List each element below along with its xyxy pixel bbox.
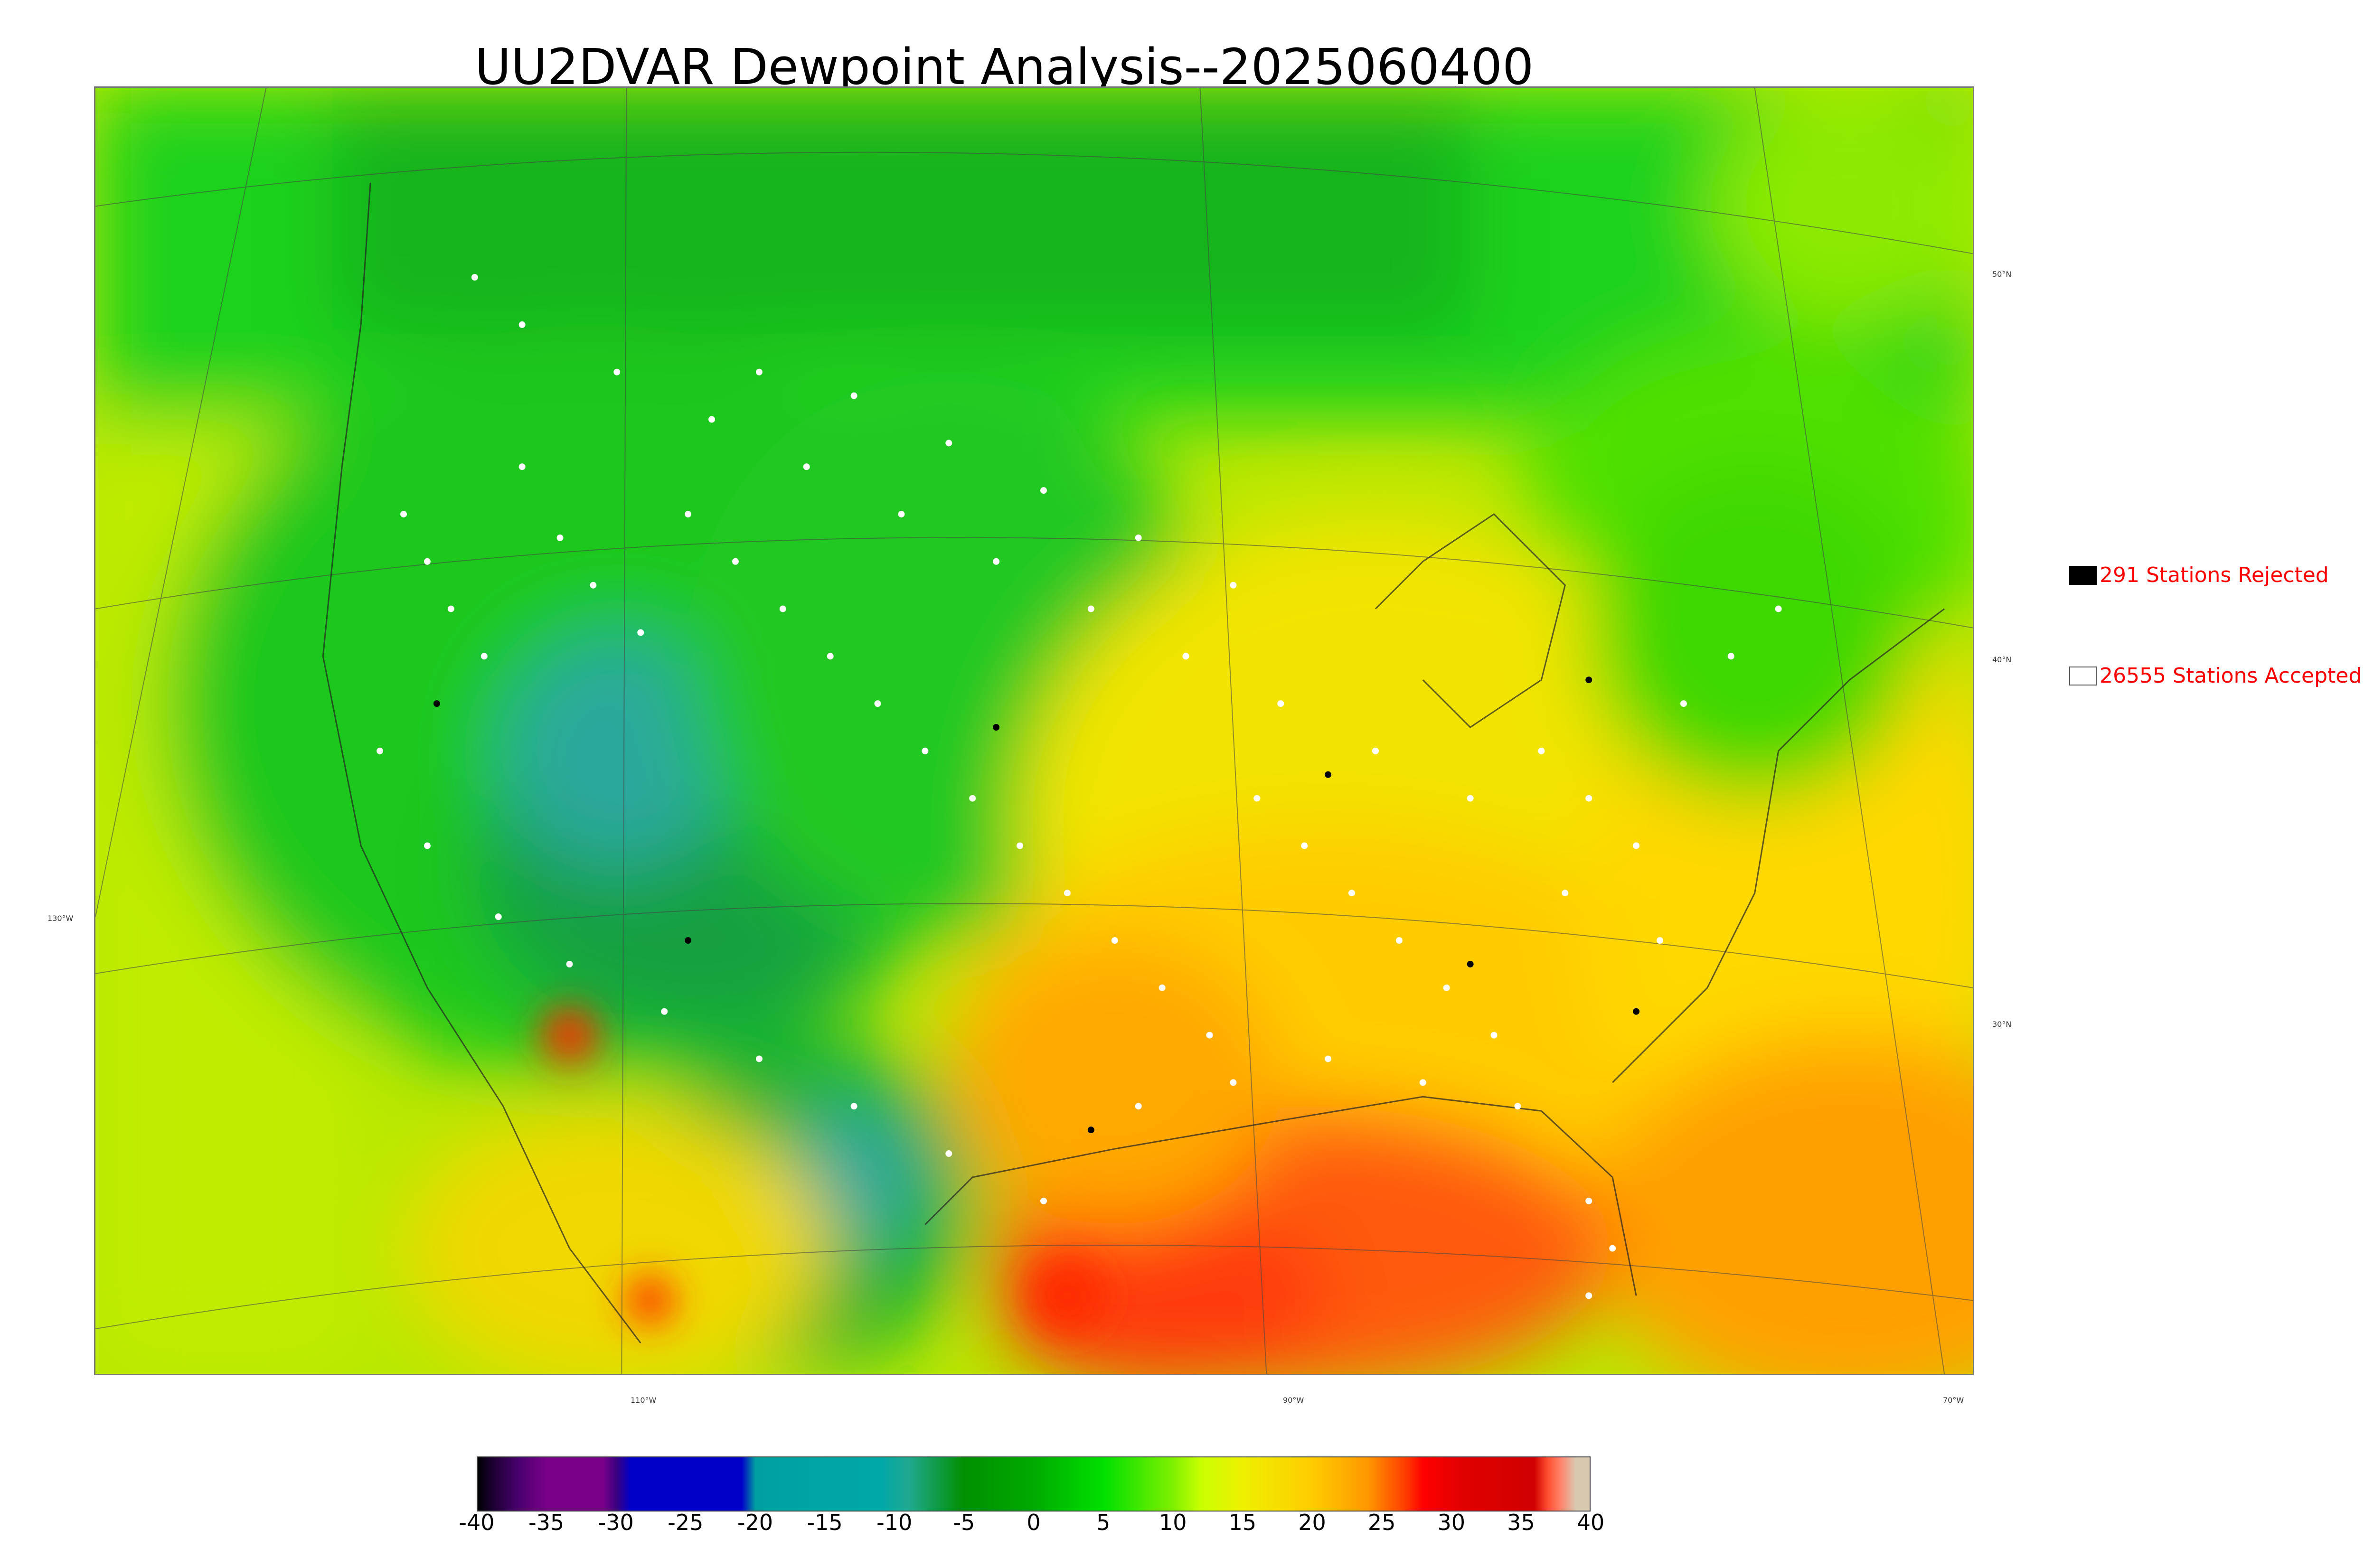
colorbar-tick-label: -30	[598, 1510, 634, 1535]
colorbar-tick-label: 10	[1159, 1510, 1187, 1535]
colorbar-tick-label: 25	[1367, 1510, 1396, 1535]
colorbar-tick-label: -35	[528, 1510, 565, 1535]
colorbar-tick-label: -20	[737, 1510, 773, 1535]
colorbar-tick-label: 20	[1298, 1510, 1326, 1535]
lon-label-70w: 70°W	[1943, 1396, 1964, 1405]
legend-rejected: 291 Stations Rejected	[2069, 563, 2329, 587]
lon-label-130w: 130°W	[47, 914, 74, 923]
lon-label-110w: 110°W	[631, 1396, 657, 1405]
rejected-swatch	[2069, 565, 2097, 585]
colorbar-tick-label: -10	[876, 1510, 913, 1535]
accepted-swatch	[2069, 666, 2097, 685]
colorbar-tick-label: 15	[1228, 1510, 1257, 1535]
lat-label-40n: 40°N	[1992, 655, 2012, 664]
colorbar-tick-label: 35	[1507, 1510, 1535, 1535]
colorbar-tick-label: 40	[1576, 1510, 1605, 1535]
colorbar-tick-label: -15	[807, 1510, 843, 1535]
coastlines	[322, 182, 1945, 1344]
accepted-stations	[377, 274, 1782, 1299]
colorbar-gradient	[478, 1457, 1590, 1511]
colorbar-tick-label: -5	[953, 1510, 975, 1535]
rejected-stations	[433, 676, 1640, 1134]
graticule	[95, 88, 1973, 1374]
accepted-label: 26555 Stations Accepted	[2100, 664, 2362, 688]
colorbar-tick-label: 0	[1027, 1510, 1041, 1535]
colorbar	[477, 1456, 1591, 1512]
lat-label-30n: 30°N	[1992, 1020, 2012, 1029]
map-title: UU2DVAR Dewpoint Analysis--2025060400	[475, 38, 1534, 96]
legend-accepted: 26555 Stations Accepted	[2069, 664, 2362, 688]
colorbar-tick-label: 5	[1096, 1510, 1111, 1535]
colorbar-tick-label: -25	[668, 1510, 704, 1535]
colorbar-tick-label: 30	[1437, 1510, 1466, 1535]
dewpoint-field	[95, 88, 1973, 1374]
dewpoint-map	[94, 86, 1974, 1375]
rejected-label: 291 Stations Rejected	[2100, 563, 2329, 587]
lat-label-50n: 50°N	[1992, 270, 2012, 279]
colorbar-tick-label: -40	[459, 1510, 495, 1535]
lon-label-90w: 90°W	[1283, 1396, 1304, 1405]
